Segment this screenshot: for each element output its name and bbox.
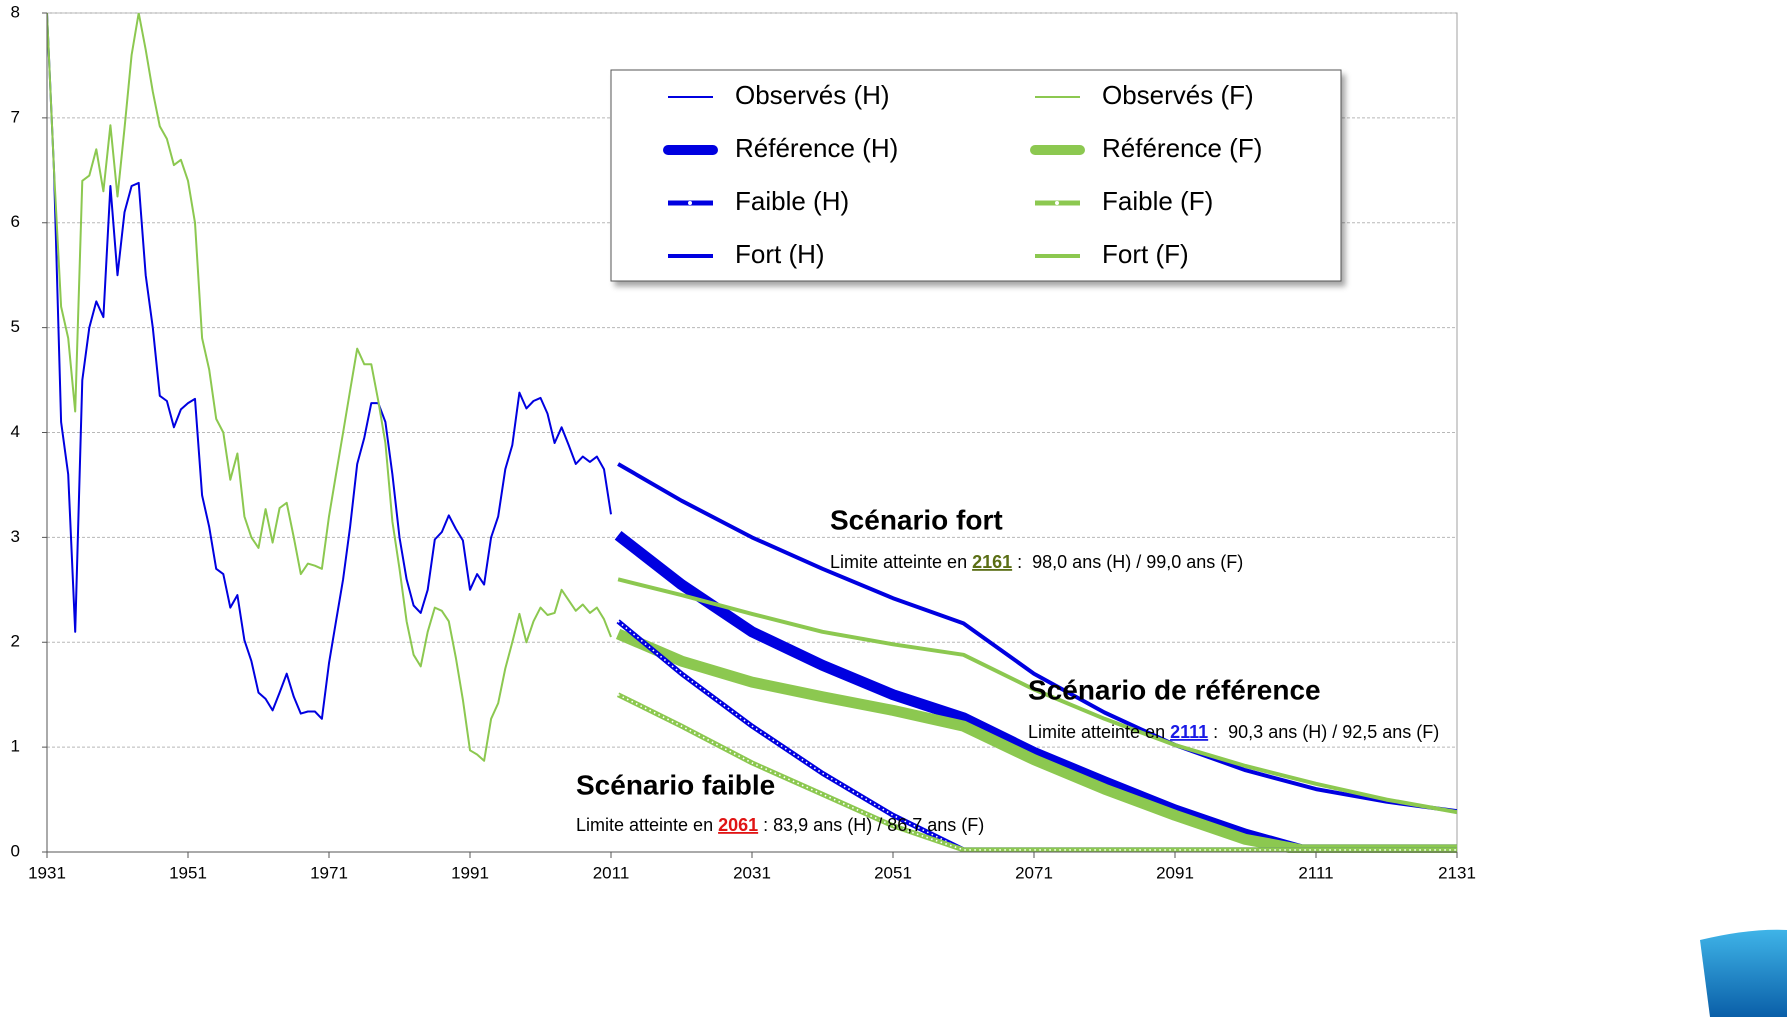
y-tick-label: 2: [11, 632, 20, 651]
chart: 0 1 2 3 4 5 6 7 8 1931 1951 1971 1991 2011 2031 2051 207…: [0, 0, 1787, 1017]
annotation-prefix: Limite atteinte en: [1028, 722, 1170, 742]
annotation-year: 2161: [972, 552, 1012, 572]
annotation-title: Scénario faible: [576, 769, 775, 800]
series-line: [47, 13, 611, 761]
y-tick-label: 4: [11, 422, 20, 441]
y-tick-label: 8: [11, 2, 20, 21]
annotation-year: 2111: [1170, 722, 1208, 742]
x-tick-label: 2131: [1438, 863, 1476, 882]
x-tick-label: 2091: [1156, 863, 1194, 882]
annotation-prefix: Limite atteinte en: [830, 552, 972, 572]
annotation-text: Limite atteinte en 2111 : 90,3 ans (H) /…: [1028, 722, 1439, 742]
legend-label: Référence (F): [1102, 133, 1262, 163]
legend-label: Référence (H): [735, 133, 898, 163]
x-tick-label: 2051: [874, 863, 912, 882]
decoration: [1700, 930, 1787, 1017]
x-tick-label: 2031: [733, 863, 771, 882]
legend-label: Faible (F): [1102, 186, 1213, 216]
y-tick-label: 3: [11, 527, 20, 546]
y-tick-label: 5: [11, 317, 20, 336]
y-tick-label: 1: [11, 737, 20, 756]
legend-swatch-dot: [1055, 201, 1059, 205]
annotation-suffix: : 90,3 ans (H) / 92,5 ans (F): [1208, 722, 1439, 742]
x-tick-label: 1971: [310, 863, 348, 882]
annotation-text: Limite atteinte en 2061 : 83,9 ans (H) /…: [576, 815, 984, 835]
legend-label: Fort (H): [735, 239, 825, 269]
x-tick-label: 1991: [451, 863, 489, 882]
annotation-title: Scénario de référence: [1028, 674, 1321, 705]
y-tick-label: 0: [11, 841, 20, 860]
annotation-year: 2061: [718, 815, 758, 835]
x-tick-label: 2011: [593, 863, 630, 882]
x-tick-label: 1931: [28, 863, 66, 882]
annotation-suffix: : 98,0 ans (H) / 99,0 ans (F): [1012, 552, 1243, 572]
legend-label: Faible (H): [735, 186, 849, 216]
y-tick-label: 7: [11, 107, 20, 126]
legend-label: Fort (F): [1102, 239, 1189, 269]
legend-label: Observés (H): [735, 80, 890, 110]
legend: Observés (H) Observés (F) Référence (H) Réf…: [611, 70, 1341, 281]
x-tick-label: 2111: [1298, 863, 1333, 882]
annotation-prefix: Limite atteinte en: [576, 815, 718, 835]
annotation-suffix: : 83,9 ans (H) / 86,7 ans (F): [758, 815, 984, 835]
annotation-title: Scénario fort: [830, 504, 1003, 535]
series-line: [47, 13, 611, 719]
annotation-text: Limite atteinte en 2161 : 98,0 ans (H) /…: [830, 552, 1243, 572]
legend-label: Observés (F): [1102, 80, 1254, 110]
x-tick-label: 2071: [1015, 863, 1053, 882]
x-tick-label: 1951: [169, 863, 207, 882]
legend-swatch-dot: [688, 201, 692, 205]
y-tick-label: 6: [11, 212, 20, 231]
